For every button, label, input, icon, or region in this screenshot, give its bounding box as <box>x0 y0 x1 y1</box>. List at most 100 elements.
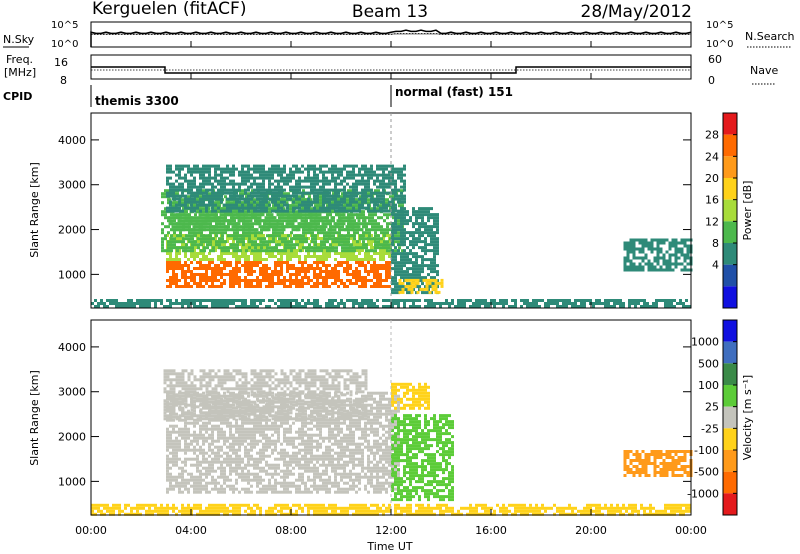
data-cell <box>154 302 157 305</box>
data-cell <box>225 225 229 229</box>
data-cell <box>180 225 184 229</box>
data-cell <box>288 213 292 217</box>
data-cell <box>154 299 157 302</box>
data-cell <box>164 207 167 211</box>
data-cell <box>202 273 205 276</box>
data-cell <box>262 203 265 207</box>
data-cell <box>388 164 391 168</box>
data-cell <box>336 198 340 202</box>
data-cell <box>386 231 389 235</box>
data-cell <box>166 206 169 210</box>
data-cell <box>325 197 328 201</box>
data-cell <box>268 255 271 258</box>
data-cell <box>130 305 133 308</box>
data-cell <box>457 305 460 308</box>
data-cell <box>343 200 346 204</box>
data-cell <box>322 206 325 210</box>
data-cell <box>241 255 244 258</box>
data-cell <box>344 219 347 223</box>
data-cell <box>253 206 256 210</box>
data-cell <box>229 194 232 198</box>
data-cell <box>203 246 206 250</box>
data-cell <box>377 234 380 238</box>
data-cell <box>220 299 223 302</box>
data-cell <box>340 282 343 285</box>
data-cell <box>248 231 251 235</box>
data-cell <box>425 284 429 288</box>
data-cell <box>273 207 277 211</box>
data-cell <box>213 213 217 217</box>
data-cell <box>262 258 265 261</box>
data-cell <box>397 170 400 174</box>
data-cell <box>168 198 172 202</box>
data-cell <box>289 279 292 282</box>
data-cell <box>301 279 304 282</box>
data-cell <box>232 203 235 207</box>
data-cell <box>382 203 385 207</box>
data-cell <box>211 267 214 270</box>
data-cell <box>341 240 344 244</box>
data-cell <box>370 258 373 261</box>
data-cell <box>315 216 319 220</box>
data-cell <box>220 276 223 279</box>
data-cell <box>259 285 262 288</box>
data-cell <box>259 164 262 168</box>
data-cell <box>295 270 298 273</box>
data-cell <box>166 179 169 183</box>
data-cell <box>233 243 236 247</box>
data-cell <box>371 225 374 229</box>
data-cell <box>397 270 400 274</box>
data-cell <box>400 210 403 214</box>
data-cell <box>226 197 229 201</box>
data-cell <box>363 222 367 226</box>
data-cell <box>344 237 347 241</box>
data-cell <box>292 206 295 210</box>
data-cell <box>412 305 415 308</box>
data-cell <box>188 237 191 241</box>
data-cell <box>371 216 374 220</box>
data-cell <box>361 258 364 261</box>
data-cell <box>288 207 292 211</box>
data-cell <box>223 261 226 264</box>
data-cell <box>680 241 684 245</box>
data-cell <box>214 194 217 198</box>
data-cell <box>313 191 316 195</box>
data-cell <box>183 228 187 232</box>
data-cell <box>367 305 370 308</box>
data-cell <box>487 305 490 308</box>
data-cell <box>168 219 172 223</box>
data-cell <box>259 206 262 210</box>
data-cell <box>535 305 538 308</box>
data-cell <box>193 279 196 282</box>
data-cell <box>391 170 394 174</box>
data-cell <box>269 234 272 238</box>
data-cell <box>319 261 322 264</box>
data-cell <box>379 282 382 285</box>
data-cell <box>231 210 235 214</box>
data-cell <box>674 241 678 245</box>
data-cell <box>238 200 241 204</box>
noise-left-tick-bottom: 10^0 <box>51 39 78 50</box>
data-cell <box>298 261 301 264</box>
data-cell <box>257 237 260 241</box>
data-cell <box>256 182 259 186</box>
station-title: Kerguelen (fitACF) <box>92 0 246 19</box>
data-cell <box>302 189 305 193</box>
data-cell <box>304 179 307 183</box>
data-cell <box>565 305 568 308</box>
data-cell <box>334 191 337 195</box>
data-cell <box>194 240 197 244</box>
data-cell <box>236 243 239 247</box>
data-cell <box>391 167 394 171</box>
data-cell <box>374 219 377 223</box>
data-cell <box>433 225 436 229</box>
data-cell <box>202 185 205 189</box>
data-cell <box>671 244 675 248</box>
data-cell <box>256 234 259 237</box>
data-cell <box>475 305 478 308</box>
data-cell <box>193 182 196 186</box>
data-cell <box>358 302 361 305</box>
data-cell <box>151 299 154 302</box>
data-cell <box>256 246 259 249</box>
data-cell <box>367 194 370 198</box>
